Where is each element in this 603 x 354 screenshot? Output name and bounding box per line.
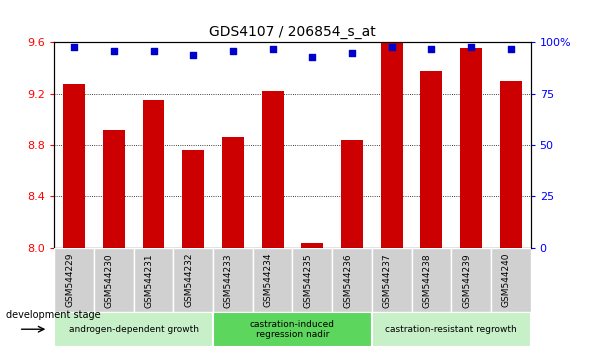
- Bar: [253, 248, 292, 312]
- Point: [387, 44, 397, 50]
- Point: [69, 44, 79, 50]
- Point: [506, 46, 516, 51]
- Text: castration-resistant regrowth: castration-resistant regrowth: [385, 325, 517, 334]
- Bar: [372, 312, 531, 347]
- Bar: [451, 248, 491, 312]
- Bar: [54, 312, 213, 347]
- Text: development stage: development stage: [6, 310, 101, 320]
- Text: GSM544234: GSM544234: [264, 253, 273, 307]
- Text: GSM544232: GSM544232: [184, 253, 193, 307]
- Text: GSM544238: GSM544238: [422, 253, 431, 308]
- Bar: [63, 84, 85, 248]
- Bar: [134, 248, 174, 312]
- Text: GSM544230: GSM544230: [105, 253, 114, 308]
- Bar: [222, 137, 244, 248]
- Point: [149, 48, 159, 53]
- Bar: [103, 130, 125, 248]
- Text: castration-induced
regression nadir: castration-induced regression nadir: [250, 320, 335, 339]
- Text: GSM544233: GSM544233: [224, 253, 233, 308]
- Text: GSM544229: GSM544229: [65, 253, 74, 307]
- Point: [109, 48, 119, 53]
- Point: [308, 54, 317, 60]
- Bar: [302, 243, 323, 248]
- Text: GSM544240: GSM544240: [502, 253, 511, 307]
- Point: [426, 46, 436, 51]
- Text: androgen-dependent growth: androgen-dependent growth: [69, 325, 198, 334]
- Bar: [372, 248, 411, 312]
- Text: GSM544235: GSM544235: [303, 253, 312, 308]
- Point: [268, 46, 277, 51]
- Bar: [262, 91, 283, 248]
- Bar: [213, 312, 372, 347]
- Point: [188, 52, 198, 58]
- Bar: [411, 248, 451, 312]
- Bar: [460, 47, 482, 248]
- Bar: [500, 81, 522, 248]
- Point: [466, 44, 476, 50]
- Text: GSM544239: GSM544239: [462, 253, 471, 308]
- Point: [347, 50, 357, 56]
- Bar: [94, 248, 134, 312]
- Point: [228, 48, 238, 53]
- Text: GSM544237: GSM544237: [383, 253, 392, 308]
- Text: GSM544231: GSM544231: [145, 253, 154, 308]
- Bar: [174, 248, 213, 312]
- Bar: [213, 248, 253, 312]
- Title: GDS4107 / 206854_s_at: GDS4107 / 206854_s_at: [209, 25, 376, 39]
- Bar: [54, 248, 94, 312]
- Bar: [491, 248, 531, 312]
- Text: GSM544236: GSM544236: [343, 253, 352, 308]
- Bar: [420, 71, 443, 248]
- Bar: [292, 248, 332, 312]
- Bar: [182, 150, 204, 248]
- Bar: [332, 248, 372, 312]
- Bar: [142, 100, 165, 248]
- Bar: [341, 140, 363, 248]
- Bar: [380, 42, 403, 248]
